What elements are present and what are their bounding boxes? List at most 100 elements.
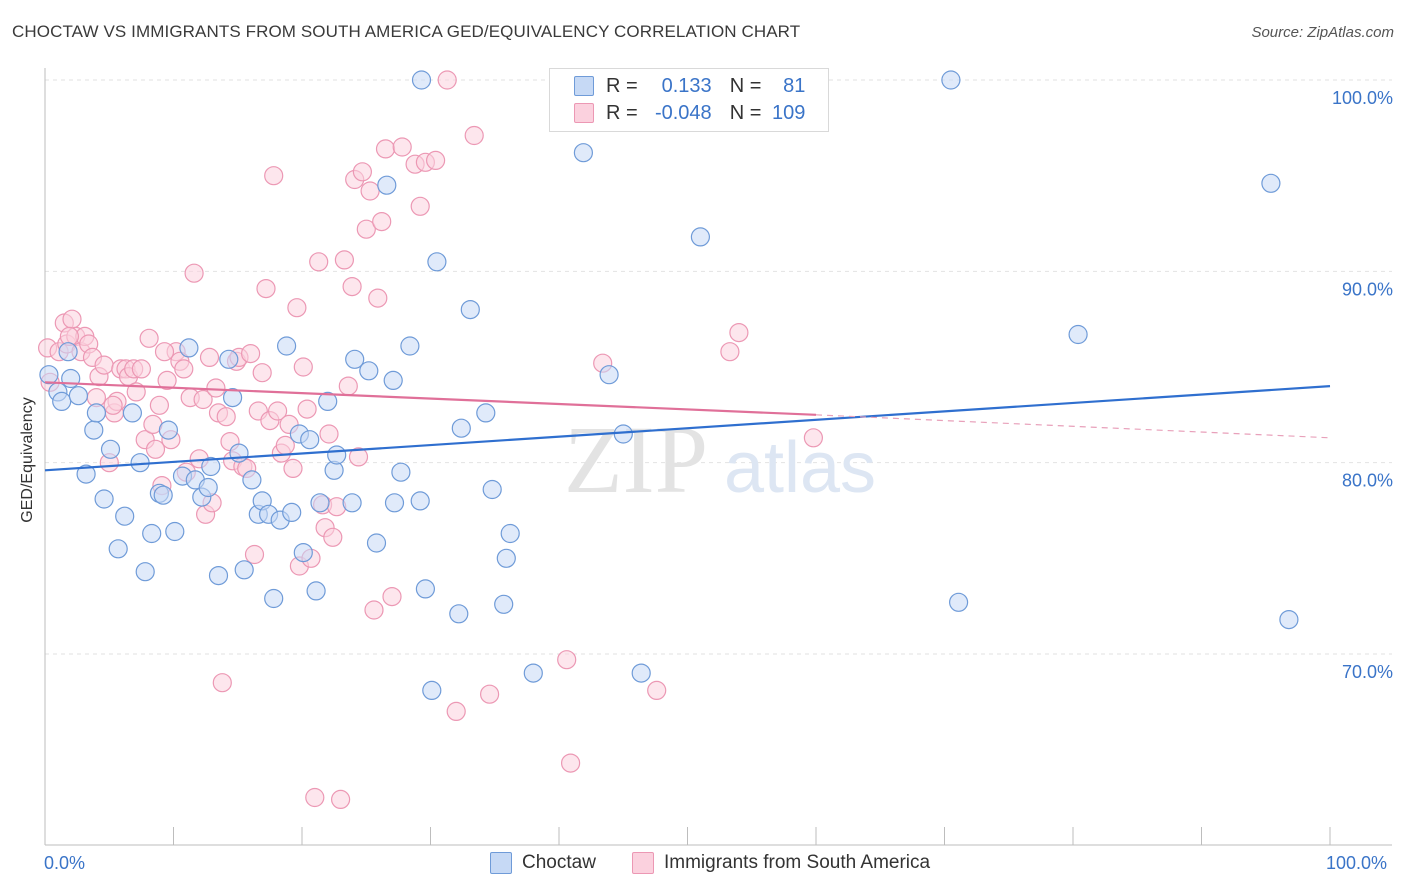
- data-point: [1279, 609, 1299, 630]
- data-point: [364, 600, 384, 620]
- data-point: [234, 560, 254, 580]
- data-point: [415, 579, 435, 599]
- data-point: [366, 533, 387, 553]
- data-point: [309, 252, 329, 272]
- x-tick-label-min: 0.0%: [44, 853, 86, 873]
- data-point: [52, 391, 72, 411]
- x-tick-label-max: 100.0%: [1326, 853, 1388, 873]
- data-point: [268, 401, 288, 421]
- data-point: [377, 175, 397, 195]
- legend-row-choctaw: R = 0.133 N = 81: [574, 73, 805, 99]
- data-point: [201, 456, 221, 477]
- data-point: [327, 445, 347, 465]
- data-point: [319, 424, 339, 444]
- data-point: [193, 389, 213, 410]
- source-label: Source: ZipAtlas.com: [1251, 24, 1394, 41]
- data-point: [58, 342, 78, 362]
- data-point: [145, 439, 166, 459]
- data-point: [631, 663, 651, 683]
- data-point: [154, 342, 175, 362]
- data-point: [241, 344, 261, 364]
- data-point: [208, 565, 229, 586]
- data-point: [356, 219, 376, 239]
- series-legend: Choctaw Immigrants from South America: [0, 852, 1406, 878]
- y-tick-labels: 70.0% 80.0% 90.0% 100.0%: [1332, 88, 1393, 682]
- data-point: [323, 527, 343, 547]
- data-point: [122, 403, 142, 423]
- data-point: [338, 376, 358, 396]
- data-point: [427, 252, 447, 272]
- data-point: [282, 502, 302, 523]
- data-point: [613, 424, 633, 444]
- trend-lines: [44, 381, 1331, 472]
- data-point: [410, 491, 430, 511]
- data-point: [131, 359, 151, 379]
- data-point: [948, 592, 969, 612]
- y-tick-label: 70.0%: [1342, 662, 1393, 682]
- data-point: [229, 443, 249, 463]
- trend-line-immigrants: [44, 381, 817, 416]
- data-point: [283, 458, 303, 478]
- r-value-immigrants: -0.048: [654, 101, 712, 124]
- data-point: [100, 439, 121, 459]
- data-point: [359, 361, 379, 381]
- data-point: [560, 753, 581, 773]
- data-point: [216, 407, 236, 427]
- data-point: [384, 493, 405, 513]
- legend-label-choctaw: Choctaw: [522, 852, 596, 873]
- data-point: [149, 395, 169, 415]
- data-point: [383, 370, 403, 390]
- n-value-choctaw: 81: [783, 74, 806, 97]
- data-point: [135, 562, 155, 582]
- data-point: [293, 542, 313, 563]
- data-point: [158, 420, 178, 440]
- stats-legend: R = 0.133 N = 81 R = -0.048 N = 109: [549, 68, 829, 132]
- data-point: [345, 349, 365, 369]
- data-point: [690, 227, 711, 247]
- data-point: [174, 359, 194, 379]
- watermark-zip: ZIP: [564, 406, 708, 513]
- data-point: [400, 336, 420, 356]
- data-point: [476, 403, 496, 423]
- data-point: [39, 365, 59, 385]
- legend-row-immigrants: R = -0.048 N = 109: [574, 100, 805, 126]
- watermark: ZIP atlas: [564, 406, 876, 513]
- data-point: [437, 70, 457, 90]
- data-point: [86, 403, 107, 423]
- legend-item-choctaw: Choctaw: [490, 852, 596, 874]
- data-point: [76, 464, 96, 484]
- data-point: [256, 279, 276, 299]
- data-point: [94, 355, 114, 375]
- data-point: [306, 581, 326, 601]
- y-tick-label: 90.0%: [1342, 279, 1393, 299]
- gridlines: [45, 79, 1392, 655]
- data-point: [62, 309, 82, 329]
- data-point: [184, 263, 204, 283]
- data-point: [557, 650, 577, 670]
- data-point: [305, 787, 325, 808]
- data-point: [410, 196, 430, 216]
- data-point: [300, 430, 320, 450]
- data-point: [496, 548, 516, 568]
- data-point: [464, 125, 484, 146]
- data-point: [494, 594, 514, 614]
- data-point: [342, 277, 362, 297]
- legend-swatch-choctaw: [490, 852, 512, 874]
- data-point: [375, 139, 396, 159]
- data-point: [212, 673, 232, 693]
- data-point: [84, 420, 104, 440]
- data-point: [179, 338, 199, 358]
- trend-line-immigrants-extrapolated: [815, 414, 1331, 439]
- data-point: [342, 493, 362, 513]
- data-point: [941, 70, 961, 90]
- data-point: [219, 349, 239, 369]
- data-point: [500, 523, 520, 544]
- legend-swatch-choctaw: [574, 76, 594, 96]
- watermark-atlas: atlas: [724, 428, 876, 508]
- data-point: [422, 680, 442, 701]
- data-point: [803, 428, 824, 448]
- data-point: [310, 493, 330, 513]
- data-point: [165, 521, 185, 542]
- r-label: R =: [606, 74, 638, 97]
- data-point: [348, 447, 369, 467]
